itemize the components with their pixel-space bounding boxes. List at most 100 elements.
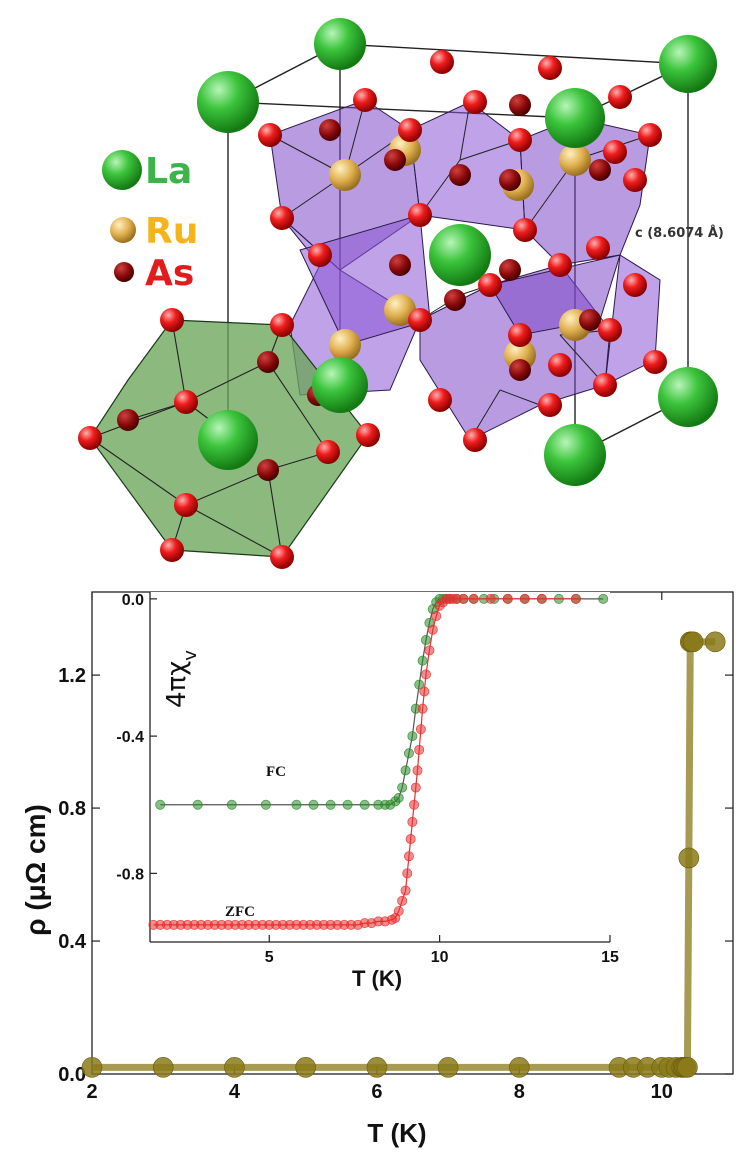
zfc-point <box>536 593 547 604</box>
zfc-series-label: ZFC <box>225 904 255 920</box>
fc-point <box>155 799 166 810</box>
fc-point <box>407 731 418 742</box>
fc-point <box>403 748 414 759</box>
inset-y-axis-title: 4πχv <box>162 650 201 708</box>
as-legend-label: As <box>145 253 194 294</box>
as-atom <box>603 140 627 164</box>
zfc-point <box>393 906 404 917</box>
cage-edge <box>267 361 329 453</box>
zfc-point <box>412 765 423 776</box>
zfc-point <box>458 593 469 604</box>
y-tick-label: 0.8 <box>58 798 86 820</box>
resistivity-point <box>224 1057 245 1078</box>
fc-point <box>359 799 370 810</box>
as-atom-back <box>499 259 521 281</box>
crystal-structure-figure: La Ru As c (8.6074 Å) <box>78 18 724 569</box>
as-legend-marker <box>114 262 134 282</box>
fc-point <box>397 782 408 793</box>
cage-edge <box>89 437 187 506</box>
polyhedron-edge <box>499 389 541 406</box>
cell-edge <box>339 43 689 65</box>
inset-y-tick-label: -0.4 <box>116 729 144 746</box>
as-atom <box>598 318 622 342</box>
main-plot: 2 4 6 8 10 0.0 0.4 0.8 1.2 <box>58 591 734 1103</box>
as-atom <box>160 538 184 562</box>
zfc-point <box>400 885 411 896</box>
la-atom <box>312 357 368 413</box>
la-atom <box>314 18 366 70</box>
fc-point <box>598 593 609 604</box>
inset-y-axis-sub: v <box>180 650 201 661</box>
resistivity-point <box>295 1057 316 1078</box>
as-atom <box>643 350 667 374</box>
zfc-point <box>415 724 426 735</box>
fc-point <box>393 792 404 803</box>
resistivity-point <box>704 631 726 653</box>
as-atom-back <box>579 309 601 331</box>
fc-point <box>260 799 271 810</box>
inset-y-axis-main: 4πχ <box>162 661 192 708</box>
as-atom-back <box>257 351 279 373</box>
as-atom-back <box>509 94 531 116</box>
inset-x-axis-title: T (K) <box>352 966 402 991</box>
resistivity-point <box>677 1057 698 1078</box>
structure-legend: La Ru As <box>102 150 198 294</box>
inset-x-tick-label: 5 <box>265 949 274 966</box>
fc-point <box>342 799 353 810</box>
y-tick-label: 1.2 <box>58 665 86 687</box>
resistivity-point <box>366 1057 388 1078</box>
fc-point <box>325 799 336 810</box>
as-atom <box>623 273 647 297</box>
cage-edge <box>185 361 269 403</box>
x-tick-label: 4 <box>229 1081 241 1103</box>
as-atom-back <box>499 169 521 191</box>
la-atom <box>544 424 606 486</box>
la-atom <box>429 224 491 286</box>
inset-y-tick-label: -0.8 <box>116 866 144 883</box>
ru-atom <box>329 329 361 361</box>
y-tick-label: 0.0 <box>58 1064 86 1086</box>
zfc-point <box>419 686 430 697</box>
la-legend-label: La <box>145 151 192 192</box>
as-atom <box>270 545 294 569</box>
as-atom <box>316 440 340 464</box>
as-atom <box>478 273 502 297</box>
la-atom <box>659 35 717 93</box>
ru-legend-label: Ru <box>145 211 198 252</box>
as-atom <box>270 313 294 337</box>
x-tick-label: 2 <box>86 1081 97 1103</box>
x-tick-label: 10 <box>651 1081 673 1103</box>
as-atom-back <box>589 159 611 181</box>
resistivity-point <box>678 847 700 869</box>
as-atom <box>463 428 487 452</box>
as-atom-back <box>257 459 279 481</box>
main-axis-titles: T (K) ρ (μΩ cm) <box>20 804 427 1148</box>
as-atom <box>538 393 562 417</box>
y-axis-title: ρ (μΩ cm) <box>20 804 51 936</box>
zfc-point <box>402 868 413 879</box>
y-tick-label: 0.4 <box>58 931 87 953</box>
as-atom <box>258 123 282 147</box>
inset-x-tick-label: 15 <box>601 949 619 966</box>
resistivity-point <box>509 1057 530 1078</box>
zfc-point <box>519 593 530 604</box>
as-atom <box>430 50 454 74</box>
fc-point <box>414 679 425 690</box>
as-atom <box>160 308 184 332</box>
zfc-point <box>397 895 408 906</box>
as-atom <box>538 56 562 80</box>
as-atom <box>174 390 198 414</box>
x-tick-label: 6 <box>371 1081 382 1103</box>
fc-point <box>192 799 203 810</box>
as-atom <box>353 88 377 112</box>
as-atom <box>513 218 537 242</box>
x-tick-label: 8 <box>514 1081 525 1103</box>
la-legend-marker <box>102 150 142 190</box>
fc-point <box>420 635 431 646</box>
as-atom-back <box>389 254 411 276</box>
as-atom <box>398 118 422 142</box>
cell-parameter-label: c (8.6074 Å) <box>635 225 724 241</box>
as-atom <box>608 85 632 109</box>
ru-atom <box>559 144 591 176</box>
inset-labels: T (K) 4πχv FC ZFC <box>162 650 402 991</box>
